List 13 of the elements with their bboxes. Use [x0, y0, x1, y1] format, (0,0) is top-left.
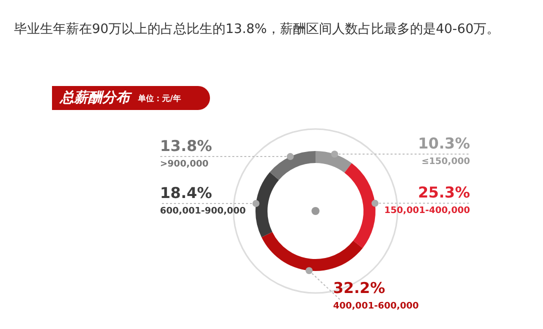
data-label: 25.3% [418, 184, 470, 202]
slice-label: >900,000 [160, 159, 209, 170]
slice-label: 150,001-400,000 [384, 206, 470, 216]
data-label: 32.2% [333, 279, 386, 298]
data-label: 18.4% [160, 184, 212, 202]
slice-label: 400,001-600,000 [333, 302, 419, 312]
chart-subtitle: 单位：元/年 [138, 92, 181, 104]
data-label: 10.3% [418, 134, 470, 153]
slice-label: ≤150,000 [421, 156, 470, 167]
data-label: 13.8% [160, 136, 212, 155]
slice-label: 600,001-900,000 [160, 206, 246, 216]
text: 毕业生年薪在90万以上的占总比生的13.8%，薪酬区间人数占比最多的是40-60万。 [14, 21, 500, 38]
chart-title: 总薪酬分布 [60, 89, 130, 107]
